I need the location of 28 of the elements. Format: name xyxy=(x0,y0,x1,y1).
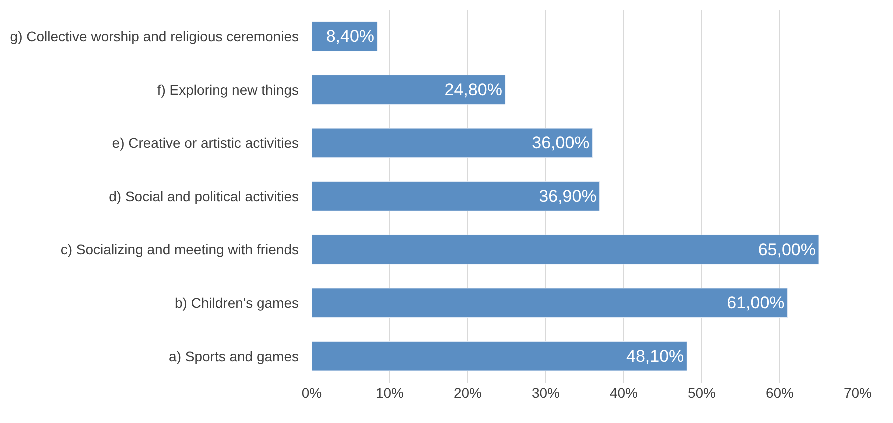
x-tick-label: 40% xyxy=(610,385,638,401)
x-tick-label: 0% xyxy=(302,385,322,401)
data-label: 65,00% xyxy=(758,240,816,260)
data-label: 8,40% xyxy=(326,27,375,46)
x-tick-label: 60% xyxy=(766,385,794,401)
x-tick-label: 70% xyxy=(844,385,872,401)
y-tick-label: f) Exploring new things xyxy=(157,82,299,98)
data-label: 61,00% xyxy=(727,294,785,313)
data-label: 48,10% xyxy=(626,346,684,366)
data-label: 36,90% xyxy=(539,187,597,206)
y-tick-label: e) Creative or artistic activities xyxy=(112,135,299,152)
bar xyxy=(312,341,688,372)
bar xyxy=(312,234,820,265)
bar xyxy=(312,288,788,318)
data-label: 24,80% xyxy=(444,80,502,100)
y-tick-label: b) Children's games xyxy=(174,294,299,311)
y-tick-label: a) Sports and games xyxy=(169,348,299,364)
y-tick-label: g) Collective worship and religious ceremonies xyxy=(10,28,299,45)
bar xyxy=(312,128,594,158)
bar xyxy=(312,182,600,212)
data-label: 36,00% xyxy=(532,134,590,153)
bar xyxy=(312,75,506,105)
y-tick-label: c) Socializing and meeting with friends xyxy=(60,242,299,258)
x-tick-label: 30% xyxy=(532,385,560,401)
y-tick-label: d) Social and political activities xyxy=(109,188,299,204)
x-tick-label: 20% xyxy=(454,385,482,401)
x-tick-label: 50% xyxy=(688,385,716,401)
x-tick-label: 10% xyxy=(376,385,404,401)
